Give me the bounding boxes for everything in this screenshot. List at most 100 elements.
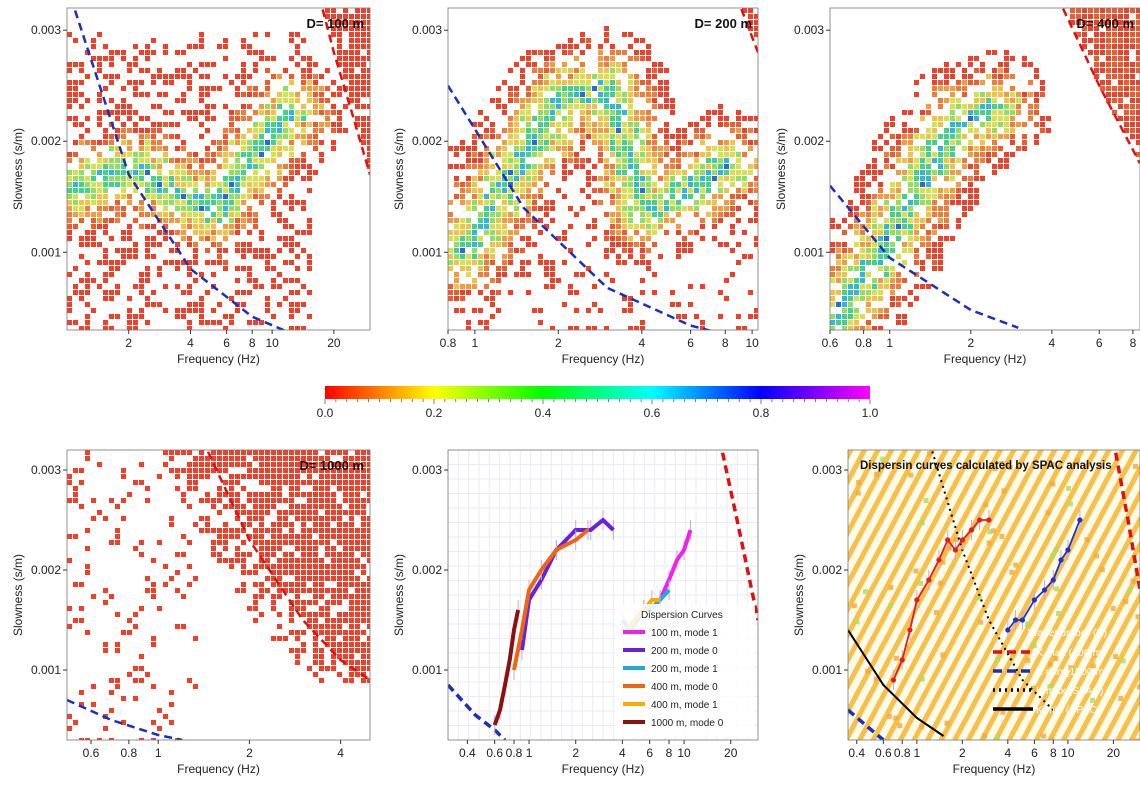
heatmap-cell — [217, 86, 222, 91]
heatmap-cell — [187, 486, 192, 491]
heatmap-cell — [265, 32, 270, 37]
heatmap-cell — [896, 170, 901, 175]
heatmap-cell — [367, 654, 370, 659]
heatmap-cell — [331, 570, 336, 575]
heatmap-cell — [313, 62, 318, 67]
heatmap-cell — [145, 146, 150, 151]
heatmap-cell — [526, 86, 531, 91]
heatmap-cell — [361, 480, 366, 485]
heatmap-cell — [1094, 26, 1099, 31]
heatmap-cell — [562, 80, 567, 85]
heatmap-cell — [598, 188, 603, 193]
heatmap-cell — [932, 230, 937, 235]
heatmap-cell — [259, 480, 264, 485]
heatmap-cell — [295, 110, 300, 115]
heatmap-cell — [241, 140, 246, 145]
heatmap-cell — [283, 552, 288, 557]
heatmap-cell — [538, 194, 543, 199]
heatmap-cell — [878, 254, 883, 259]
heatmap-cell — [235, 194, 240, 199]
heatmap-cell — [914, 254, 919, 259]
heatmap-cell — [1136, 56, 1140, 61]
heatmap-cell — [175, 68, 180, 73]
heatmap-cell — [163, 194, 168, 199]
heatmap-cell — [520, 182, 525, 187]
heatmap-cell — [676, 134, 681, 139]
heatmap-cell — [337, 128, 342, 133]
heatmap-cell — [109, 272, 114, 277]
heatmap-cell — [265, 576, 270, 581]
heatmap-cell — [664, 176, 669, 181]
heatmap-cell — [706, 110, 711, 115]
legend-label: K max (SPAC) — [1036, 685, 1103, 697]
heatmap-cell — [508, 92, 513, 97]
heatmap-cell — [908, 212, 913, 217]
heatmap-cell — [526, 62, 531, 67]
heatmap-cell — [337, 612, 342, 617]
heatmap-cell — [319, 606, 324, 611]
heatmap-cell — [307, 666, 312, 671]
heatmap-cell — [187, 266, 192, 271]
heatmap-cell — [634, 176, 639, 181]
heatmap-cell — [866, 164, 871, 169]
heatmap-cell — [842, 278, 847, 283]
heatmap-cell — [472, 284, 477, 289]
heatmap-cell — [283, 558, 288, 563]
heatmap-cell — [956, 158, 961, 163]
heatmap-cell — [908, 224, 913, 229]
heatmap-cell — [514, 182, 519, 187]
heatmap-cell — [223, 194, 228, 199]
heatmap-cell — [319, 498, 324, 503]
heatmap-cell — [307, 516, 312, 521]
heatmap-cell — [652, 134, 657, 139]
heatmap-cell — [247, 450, 252, 455]
heatmap-cell — [646, 266, 651, 271]
heatmap-cell — [926, 152, 931, 157]
x-tick-label: 0.6 — [822, 336, 839, 350]
heatmap-cell — [712, 146, 717, 151]
heatmap-cell — [514, 86, 519, 91]
heatmap-cell — [872, 326, 877, 330]
heatmap-cell — [490, 290, 495, 295]
heatmap-cell — [265, 528, 270, 533]
heatmap-cell — [211, 468, 216, 473]
heatmap-cell — [562, 92, 567, 97]
heatmap-cell — [986, 104, 991, 109]
heatmap-cell — [562, 134, 567, 139]
heatmap-cell — [538, 104, 543, 109]
heatmap-cell — [325, 570, 330, 575]
heatmap-cell — [896, 140, 901, 145]
heatmap-cell — [748, 182, 753, 187]
heatmap-cell — [550, 104, 555, 109]
heatmap-cell — [349, 654, 354, 659]
heatmap-cell — [652, 98, 657, 103]
heatmap-cell — [181, 492, 186, 497]
heatmap-cell — [754, 212, 758, 217]
series-point — [890, 677, 897, 683]
heatmap-cell — [295, 456, 300, 461]
heatmap-cell — [490, 188, 495, 193]
spac-cell — [1031, 685, 1037, 691]
heatmap-cell — [574, 308, 579, 313]
heatmap-cell — [1106, 32, 1111, 37]
heatmap-cell — [550, 116, 555, 121]
heatmap-cell — [163, 188, 168, 193]
heatmap-cell — [259, 534, 264, 539]
heatmap-cell — [289, 134, 294, 139]
heatmap-cell — [307, 504, 312, 509]
heatmap-cell — [842, 266, 847, 271]
heatmap-cell — [1112, 86, 1117, 91]
heatmap-cell — [187, 474, 192, 479]
heatmap-cell — [932, 140, 937, 145]
x-tick-label: 1 — [526, 746, 533, 760]
heatmap-cell — [610, 236, 615, 241]
heatmap-cell — [538, 128, 543, 133]
heatmap-cell — [277, 170, 282, 175]
heatmap-cell — [67, 170, 72, 175]
heatmap-cell — [926, 182, 931, 187]
heatmap-cell — [1130, 20, 1135, 25]
heatmap-cell — [580, 80, 585, 85]
heatmap-cell — [325, 480, 330, 485]
heatmap-cell — [355, 624, 360, 629]
